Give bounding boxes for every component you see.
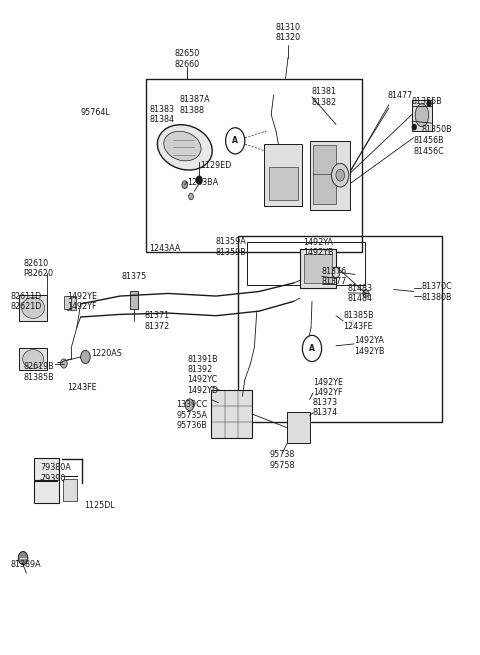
Text: 95738
95758: 95738 95758 [269,450,295,470]
Bar [310,141,350,210]
Text: 1492YE
1492YF: 1492YE 1492YF [313,378,343,398]
Bar [19,348,47,370]
Circle shape [412,124,416,130]
Circle shape [363,290,369,297]
Text: 1125DL: 1125DL [84,501,115,510]
Text: 81371
81372: 81371 81372 [145,311,170,331]
Bar [238,236,442,422]
Text: 81355B: 81355B [412,97,443,106]
Circle shape [81,350,90,364]
Text: 1339CC: 1339CC [177,400,208,409]
Text: 79380A
79390: 79380A 79390 [41,463,72,483]
Text: 81477: 81477 [388,91,413,100]
Bar [67,296,76,310]
Ellipse shape [415,103,429,126]
Ellipse shape [22,297,45,318]
Circle shape [189,193,193,200]
Text: 81483
81484: 81483 81484 [348,284,373,303]
Text: 1492YA
1492YB: 1492YA 1492YB [354,336,385,356]
Text: 1243BA: 1243BA [187,178,218,187]
Bar [130,291,138,309]
Bar [34,458,59,503]
Bar [304,254,332,283]
Text: 81310
81320: 81310 81320 [276,23,300,43]
Ellipse shape [157,124,212,170]
Bar [19,295,47,321]
Circle shape [427,101,431,106]
Text: A: A [232,136,238,145]
Text: 81370C
81380B: 81370C 81380B [421,282,452,302]
Bar [247,242,365,285]
Text: 81387A
81388: 81387A 81388 [180,95,211,115]
Text: 81389A: 81389A [11,560,41,569]
Text: 81385B
1243FE: 81385B 1243FE [343,311,374,331]
Circle shape [336,169,345,181]
Text: 81350B: 81350B [421,125,452,134]
Bar [313,145,336,174]
Text: 81359A
81359B: 81359A 81359B [216,237,247,257]
Text: 1129ED: 1129ED [201,160,232,170]
Text: 1220AS: 1220AS [91,349,122,358]
Text: 82611D
82621D: 82611D 82621D [11,291,42,311]
Text: 81391B
81392
1492YC
1492YD: 81391B 81392 1492YC 1492YD [187,354,218,395]
Text: 81456B
81456C: 81456B 81456C [414,136,444,156]
Text: 1243AA: 1243AA [149,244,180,253]
Bar [264,144,302,206]
Circle shape [332,267,340,278]
Text: 1492YA
1492YB: 1492YA 1492YB [303,238,334,257]
Text: 81381
81382: 81381 81382 [312,87,337,107]
Text: 95764L: 95764L [81,108,110,117]
Text: 82619B
81385B: 82619B 81385B [23,362,54,382]
Circle shape [182,181,188,189]
Circle shape [302,335,322,362]
Bar [146,79,362,252]
Text: 81376
81377: 81376 81377 [322,267,347,286]
Text: 82650
82660: 82650 82660 [175,49,200,69]
Bar [64,296,71,309]
Circle shape [60,359,67,368]
Text: 1243FE: 1243FE [67,383,97,392]
Circle shape [196,176,202,184]
Text: 81375: 81375 [122,272,147,281]
Bar [300,249,336,288]
Ellipse shape [164,131,201,161]
Circle shape [185,399,194,411]
Ellipse shape [23,350,44,369]
Bar [63,479,77,501]
Text: 82610
P82620: 82610 P82620 [23,259,53,278]
Text: 81383
81384: 81383 81384 [150,105,175,124]
Circle shape [18,552,28,565]
Bar [287,412,310,443]
Bar [313,174,336,204]
Text: 95735A
95736B: 95735A 95736B [177,411,208,430]
Text: A: A [309,344,315,353]
Text: 1492YE
1492YF: 1492YE 1492YF [67,291,97,311]
Circle shape [226,128,245,154]
Bar [211,390,252,438]
Bar [269,168,298,200]
Text: 81373
81374: 81373 81374 [313,398,338,417]
Bar [412,100,432,131]
Circle shape [332,163,349,187]
